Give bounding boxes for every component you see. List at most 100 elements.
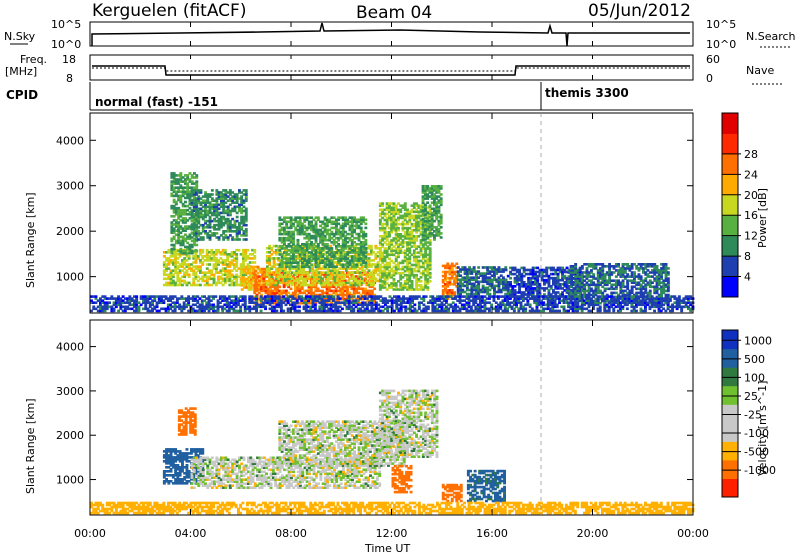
scatter-cell xyxy=(190,249,194,253)
scatter-cell xyxy=(210,199,214,202)
scatter-cell xyxy=(350,299,354,303)
scatter-cell xyxy=(192,255,196,258)
scatter-cell xyxy=(428,212,432,216)
scatter-cell xyxy=(619,271,623,274)
scatter-cell xyxy=(378,239,382,242)
scatter-cell xyxy=(217,191,221,194)
scatter-cell xyxy=(338,279,342,283)
scatter-cell xyxy=(614,281,618,284)
scatter-cell xyxy=(199,209,203,213)
scatter-cell xyxy=(610,279,614,282)
scatter-cell xyxy=(397,251,400,254)
scatter-cell xyxy=(350,285,354,289)
scatter-cell xyxy=(493,268,496,271)
scatter-cell xyxy=(401,288,405,291)
scatter-cell xyxy=(529,281,533,284)
scatter-cell xyxy=(596,285,600,289)
scatter-cell xyxy=(321,259,325,262)
scatter-cell xyxy=(278,238,282,242)
scatter-cell xyxy=(394,210,398,214)
scatter-cell xyxy=(412,239,416,242)
scatter-cell xyxy=(410,224,414,228)
scatter-cell xyxy=(281,281,285,285)
scatter-cell xyxy=(394,204,398,207)
scatter-cell xyxy=(423,234,427,237)
scatter-cell xyxy=(244,211,248,215)
scatter-cell xyxy=(210,273,214,277)
scatter-cell xyxy=(287,232,291,236)
scatter-cell xyxy=(499,274,503,277)
scatter-cell xyxy=(333,267,337,270)
scatter-cell xyxy=(188,178,192,181)
scatter-cell xyxy=(287,285,291,289)
scatter-cell xyxy=(357,301,361,305)
scatter-cell xyxy=(358,267,362,270)
scatter-cell xyxy=(367,283,371,287)
scatter-cell xyxy=(633,271,636,274)
scatter-cell xyxy=(325,222,329,226)
scatter-cell xyxy=(230,283,234,287)
scatter-cell xyxy=(162,277,166,281)
scatter-cell xyxy=(583,285,587,289)
scatter-cell xyxy=(639,291,643,295)
scatter-cell xyxy=(249,276,253,279)
scatter-cell xyxy=(567,277,571,280)
scatter-cell xyxy=(430,187,434,190)
scatter-cell xyxy=(294,218,298,222)
scatter-cell xyxy=(179,219,183,222)
scatter-cell xyxy=(326,271,330,274)
scatter-cell xyxy=(424,286,428,289)
scatter-cell xyxy=(289,224,293,228)
scatter-cell xyxy=(323,291,327,295)
scatter-cell xyxy=(361,291,365,295)
scatter-cell xyxy=(423,232,427,235)
scatter-cell xyxy=(321,226,325,230)
scatter-cell xyxy=(340,273,344,277)
scatter-cell xyxy=(222,201,226,204)
scatter-cell xyxy=(197,207,201,211)
scatter-cell xyxy=(289,261,293,264)
scatter-cell xyxy=(472,288,476,292)
scatter-cell xyxy=(421,273,425,277)
scatter-cell xyxy=(325,259,329,262)
scatter-cell xyxy=(310,255,313,258)
scatter-cell xyxy=(369,244,373,248)
scatter-cell xyxy=(233,265,236,268)
scatter-cell xyxy=(361,297,365,301)
scatter-cell xyxy=(423,197,427,200)
scatter-cell xyxy=(214,283,218,287)
scatter-cell xyxy=(378,226,382,230)
scatter-cell xyxy=(347,273,351,277)
scatter-cell xyxy=(372,281,376,285)
scatter-cell xyxy=(509,276,512,280)
scatter-cell xyxy=(177,188,181,192)
scatter-cell xyxy=(292,232,295,236)
scatter-cell xyxy=(346,241,350,244)
scatter-cell xyxy=(603,287,607,291)
scatter-cell xyxy=(637,287,641,291)
scatter-cell xyxy=(264,287,268,291)
scatter-cell xyxy=(188,251,192,255)
scatter-cell xyxy=(417,280,421,283)
scatter-cell xyxy=(344,257,347,260)
scatter-cell xyxy=(291,293,295,297)
scatter-cell xyxy=(578,267,582,270)
scatter-cell xyxy=(578,285,582,289)
scatter-cell xyxy=(298,218,302,222)
scatter-cell xyxy=(275,299,279,303)
scatter-cell xyxy=(390,249,394,252)
scatter-cell xyxy=(174,271,178,274)
scatter-cell xyxy=(373,299,377,303)
scatter-cell xyxy=(623,277,627,280)
scatter-cell xyxy=(406,228,409,232)
scatter-cell xyxy=(415,263,418,267)
scatter-cell xyxy=(355,291,358,295)
scatter-cell xyxy=(213,211,216,215)
scatter-cell xyxy=(481,280,485,284)
scatter-cell xyxy=(614,291,618,295)
scatter-cell xyxy=(493,272,496,275)
scatter-cell xyxy=(428,195,432,198)
scatter-cell xyxy=(326,279,330,283)
scatter-cell xyxy=(348,228,352,232)
scatter-cell xyxy=(165,269,168,272)
